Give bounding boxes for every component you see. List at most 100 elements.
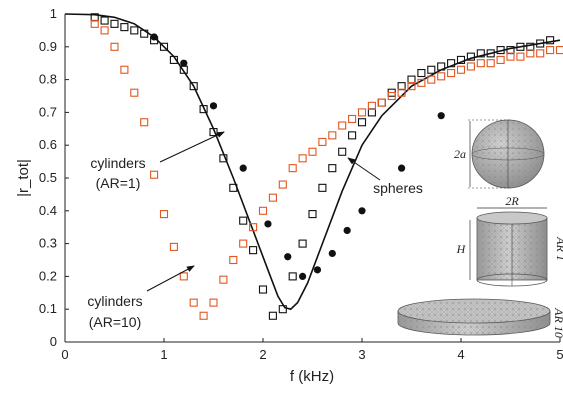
data-point — [131, 27, 138, 34]
y-tick-label: 0.9 — [39, 39, 57, 54]
data-point — [527, 50, 534, 57]
data-point — [368, 109, 375, 116]
data-point — [279, 306, 286, 313]
data-point — [517, 53, 524, 60]
data-point — [289, 273, 296, 280]
data-point — [438, 73, 445, 80]
data-point — [349, 115, 356, 122]
data-point — [111, 43, 118, 50]
inset-illustrations: 2a 2R H AR 1 AR 10 — [398, 120, 563, 338]
data-point — [557, 47, 563, 54]
annotation-cylinders-ar1-arrow — [160, 132, 224, 162]
y-tick-label: 0.6 — [39, 137, 57, 152]
data-point — [448, 70, 455, 77]
data-point — [170, 243, 177, 250]
data-point — [250, 247, 257, 254]
data-point — [240, 165, 247, 172]
y-tick-label: 0.7 — [39, 104, 57, 119]
data-point — [141, 119, 148, 126]
data-point — [279, 181, 286, 188]
x-tick-label: 5 — [556, 347, 563, 362]
data-point — [269, 312, 276, 319]
cylinder-width-label: 2R — [505, 194, 519, 208]
annotation-cylinders-ar10: cylinders (AR=10) — [87, 266, 194, 330]
data-point — [220, 276, 227, 283]
data-point — [329, 132, 336, 139]
x-axis-title: f (kHz) — [290, 368, 334, 385]
y-tick-label: 0.3 — [39, 236, 57, 251]
data-point — [101, 27, 108, 34]
data-point — [438, 112, 445, 119]
data-point — [101, 17, 108, 24]
x-tick-label: 4 — [457, 347, 464, 362]
data-point — [260, 286, 267, 293]
data-point — [537, 50, 544, 57]
data-point — [314, 266, 321, 273]
data-point — [269, 194, 276, 201]
y-tick-label: 0.2 — [39, 268, 57, 283]
data-point — [151, 171, 158, 178]
y-tick-label: 0.4 — [39, 203, 57, 218]
data-point — [329, 250, 336, 257]
cylinder-ar1-illustration: 2R H AR 1 — [456, 194, 563, 286]
data-point — [309, 211, 316, 218]
cylinder-height-label: H — [456, 242, 467, 256]
data-point — [467, 63, 474, 70]
data-point — [299, 155, 306, 162]
data-point — [418, 70, 425, 77]
data-point — [507, 53, 514, 60]
x-tick-label: 1 — [160, 347, 167, 362]
cylinder-ar-tag: AR 1 — [554, 236, 563, 261]
data-point — [378, 99, 385, 106]
data-point — [111, 20, 118, 27]
data-point — [344, 227, 351, 234]
data-point — [458, 66, 465, 73]
data-point — [547, 47, 554, 54]
data-point — [284, 253, 291, 260]
data-point — [358, 207, 365, 214]
annotation-cylinders-ar1: cylinders (AR=1) — [90, 132, 224, 191]
y-tick-label: 0 — [50, 334, 57, 349]
data-point — [131, 89, 138, 96]
data-point — [319, 138, 326, 145]
data-point — [289, 165, 296, 172]
data-point — [359, 109, 366, 116]
data-point — [121, 66, 128, 73]
annotation-spheres-arrow — [348, 158, 380, 180]
annotation-cylinders-ar10-line1: cylinders — [87, 293, 142, 309]
y-tick-label: 0.5 — [39, 170, 57, 185]
data-point — [299, 273, 306, 280]
data-point — [339, 122, 346, 129]
data-point — [378, 99, 385, 106]
y-tick-label: 0.1 — [39, 301, 57, 316]
data-point — [299, 240, 306, 247]
disk-ar-tag: AR 10 — [552, 307, 563, 338]
data-point — [240, 240, 247, 247]
data-point — [329, 165, 336, 172]
data-point — [264, 220, 271, 227]
annotation-cylinders-ar10-line2: (AR=10) — [89, 314, 142, 330]
y-tick-label: 1 — [50, 6, 57, 21]
series-1 — [151, 33, 445, 280]
x-tick-label: 2 — [259, 347, 266, 362]
data-point — [408, 76, 415, 83]
y-tick-label: 0.8 — [39, 72, 57, 87]
x-tick-label: 0 — [61, 347, 68, 362]
data-point — [121, 24, 128, 31]
data-point — [230, 257, 237, 264]
data-point — [200, 312, 207, 319]
data-point — [487, 60, 494, 67]
data-point — [319, 184, 326, 191]
data-point — [91, 20, 98, 27]
data-point — [339, 148, 346, 155]
data-point — [210, 299, 217, 306]
annotation-spheres-label: spheres — [373, 180, 423, 196]
data-point — [359, 119, 366, 126]
sphere-dimension-label: 2a — [454, 147, 466, 161]
y-axis-title: |r_tot| — [15, 159, 32, 197]
sphere-illustration: 2a — [454, 120, 544, 188]
data-point — [190, 299, 197, 306]
data-point — [180, 273, 187, 280]
